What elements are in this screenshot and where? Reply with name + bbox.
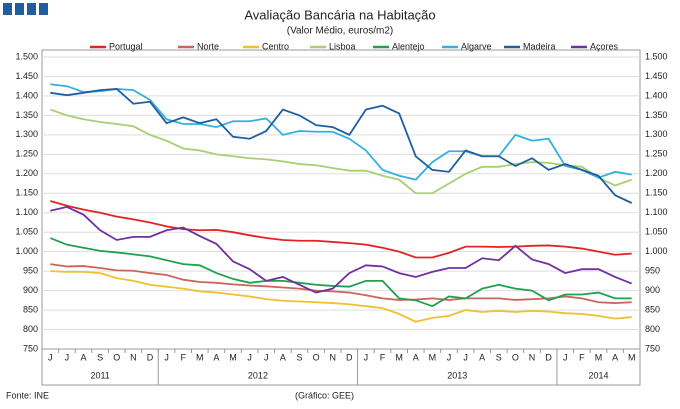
x-tick-label: M xyxy=(628,352,636,362)
legend-label: Açores xyxy=(590,41,619,51)
series-line xyxy=(50,270,632,323)
x-tick-label: J xyxy=(364,352,369,362)
chart-title: Avaliação Bancária na Habitação xyxy=(244,7,435,22)
y-tick-label: 1.250 xyxy=(15,149,38,159)
x-tick-label: F xyxy=(180,352,186,362)
x-tick-label: O xyxy=(113,352,120,362)
x-tick-label: S xyxy=(296,352,302,362)
plot-frame xyxy=(41,49,641,386)
x-tick-label: A xyxy=(280,352,286,362)
y2-tick-label: 1.350 xyxy=(645,110,668,120)
x-tick-label: J xyxy=(247,352,252,362)
y2-tick-label: 1.200 xyxy=(645,168,668,178)
year-label: 2012 xyxy=(248,370,268,380)
y2-tick-label: 1.000 xyxy=(645,246,668,256)
series-line xyxy=(50,108,632,195)
x-tick-label: J xyxy=(463,352,468,362)
legend-label: Algarve xyxy=(461,41,492,51)
y-tick-label: 1.200 xyxy=(15,168,38,178)
x-tick-label: S xyxy=(496,352,502,362)
y-tick-label: 750 xyxy=(23,343,38,353)
y-tick-label: 1.400 xyxy=(15,90,38,100)
y-tick-label: 1.000 xyxy=(15,246,38,256)
series-line xyxy=(50,263,632,304)
series-line xyxy=(50,88,633,204)
x-tick-label: A xyxy=(612,352,618,362)
y-tick-label: 1.450 xyxy=(15,71,38,81)
y2-tick-label: 1.400 xyxy=(645,90,668,100)
source: Fonte: INE xyxy=(6,390,49,400)
legend-label: Portugal xyxy=(109,41,143,51)
y-tick-label: 950 xyxy=(23,266,38,276)
y2-tick-label: 850 xyxy=(645,304,660,314)
x-tick-label: J xyxy=(65,352,70,362)
y-tick-label: 800 xyxy=(23,324,38,334)
y-tick-label: 1.150 xyxy=(15,188,38,198)
y-tick-label: 1.100 xyxy=(15,207,38,217)
x-tick-label: M xyxy=(196,352,204,362)
legend-label: Norte xyxy=(197,41,219,51)
legend-label: Madeira xyxy=(523,41,556,51)
x-tick-label: A xyxy=(413,352,419,362)
series-line xyxy=(50,200,632,259)
x-tick-label: F xyxy=(579,352,585,362)
x-tick-label: J xyxy=(264,352,269,362)
y-tick-label: 1.500 xyxy=(15,51,38,61)
logo xyxy=(3,3,48,15)
x-tick-label: O xyxy=(512,352,519,362)
legend-label: Centro xyxy=(262,41,289,51)
x-tick-label: J xyxy=(48,352,53,362)
y2-tick-label: 1.500 xyxy=(645,51,668,61)
y2-tick-label: 900 xyxy=(645,285,660,295)
y2-tick-label: 1.150 xyxy=(645,188,668,198)
x-tick-label: D xyxy=(545,352,552,362)
x-tick-label: D xyxy=(346,352,353,362)
x-tick-label: S xyxy=(97,352,103,362)
y2-tick-label: 800 xyxy=(645,324,660,334)
y2-tick-label: 1.100 xyxy=(645,207,668,217)
chart-subtitle: (Valor Médio, euros/m2) xyxy=(287,26,394,37)
x-tick-label: N xyxy=(529,352,536,362)
y-tick-label: 900 xyxy=(23,285,38,295)
y2-tick-label: 1.300 xyxy=(645,129,668,139)
x-tick-label: A xyxy=(213,352,219,362)
x-tick-label: M xyxy=(595,352,603,362)
y-tick-label: 1.350 xyxy=(15,110,38,120)
x-tick-label: J xyxy=(164,352,169,362)
credit: (Gráfico: GEE) xyxy=(295,390,354,400)
year-label: 2011 xyxy=(90,370,109,380)
y2-tick-label: 750 xyxy=(645,343,660,353)
y2-tick-label: 1.450 xyxy=(645,71,668,81)
x-tick-label: J xyxy=(563,352,568,362)
x-tick-label: O xyxy=(313,352,320,362)
x-tick-label: F xyxy=(380,352,386,362)
x-tick-label: D xyxy=(147,352,154,362)
x-tick-label: N xyxy=(329,352,336,362)
y-tick-label: 1.300 xyxy=(15,129,38,139)
x-tick-label: A xyxy=(479,352,485,362)
y2-tick-label: 950 xyxy=(645,266,660,276)
x-tick-label: N xyxy=(130,352,137,362)
x-tick-label: J xyxy=(447,352,452,362)
y-tick-label: 850 xyxy=(23,304,38,314)
year-label: 2013 xyxy=(447,370,467,380)
x-tick-label: A xyxy=(81,352,87,362)
x-tick-label: M xyxy=(229,352,237,362)
series-line xyxy=(50,83,632,181)
series-line xyxy=(50,205,633,294)
legend-label: Lisboa xyxy=(329,41,356,51)
y2-tick-label: 1.050 xyxy=(645,227,668,237)
y-tick-label: 1.050 xyxy=(15,227,38,237)
y2-tick-label: 1.250 xyxy=(645,149,668,159)
x-tick-label: M xyxy=(395,352,403,362)
x-tick-label: M xyxy=(429,352,437,362)
series-line xyxy=(49,237,632,308)
year-label: 2014 xyxy=(588,370,608,380)
legend-label: Alentejo xyxy=(392,41,425,51)
